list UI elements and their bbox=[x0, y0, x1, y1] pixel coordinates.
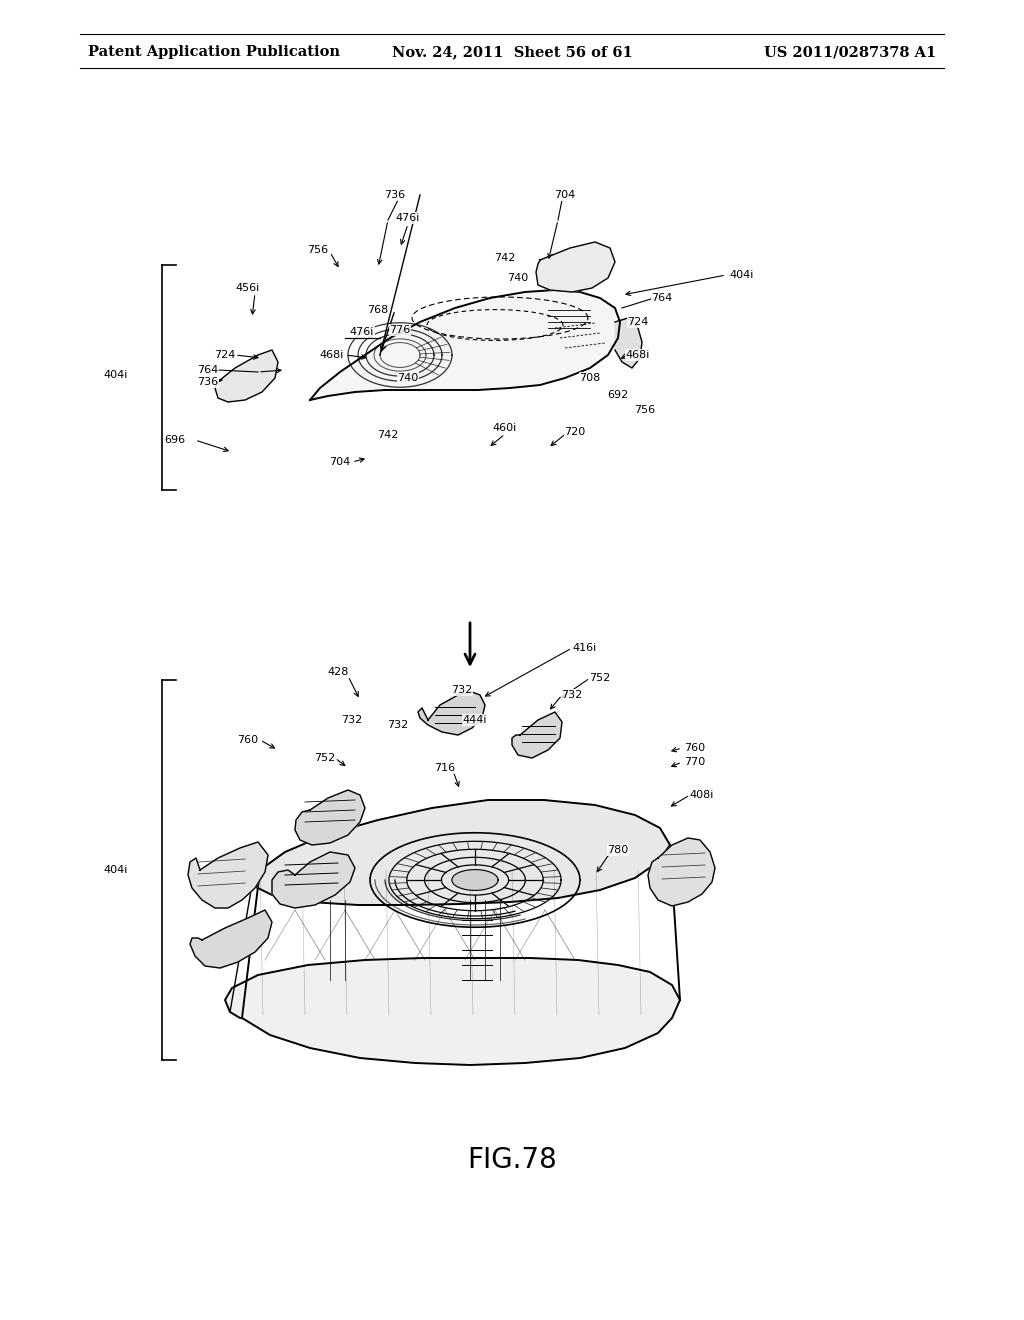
Text: 760: 760 bbox=[238, 735, 259, 744]
Text: 732: 732 bbox=[387, 719, 409, 730]
Text: 460i: 460i bbox=[493, 422, 517, 433]
Text: Patent Application Publication: Patent Application Publication bbox=[88, 45, 340, 59]
Text: 428: 428 bbox=[328, 667, 349, 677]
Text: 476i: 476i bbox=[350, 327, 374, 337]
Text: 770: 770 bbox=[684, 756, 706, 767]
Text: 408i: 408i bbox=[690, 789, 714, 800]
Text: US 2011/0287378 A1: US 2011/0287378 A1 bbox=[764, 45, 936, 59]
Text: 716: 716 bbox=[434, 763, 456, 774]
Polygon shape bbox=[188, 842, 268, 908]
Polygon shape bbox=[215, 350, 278, 403]
Text: 404i: 404i bbox=[730, 271, 755, 280]
Text: 724: 724 bbox=[628, 317, 648, 327]
Text: 764: 764 bbox=[198, 366, 219, 375]
Text: FIG.78: FIG.78 bbox=[467, 1146, 557, 1173]
Polygon shape bbox=[615, 318, 642, 368]
Text: 444i: 444i bbox=[463, 715, 487, 725]
Polygon shape bbox=[310, 290, 620, 400]
Text: 404i: 404i bbox=[103, 370, 128, 380]
Polygon shape bbox=[248, 800, 670, 906]
Polygon shape bbox=[295, 789, 365, 845]
Polygon shape bbox=[648, 838, 715, 906]
Text: 752: 752 bbox=[314, 752, 336, 763]
Polygon shape bbox=[512, 711, 562, 758]
Polygon shape bbox=[225, 958, 680, 1065]
Text: 732: 732 bbox=[452, 685, 473, 696]
Text: 768: 768 bbox=[368, 305, 389, 315]
Text: 776: 776 bbox=[389, 325, 411, 335]
Text: 704: 704 bbox=[554, 190, 575, 201]
Text: 742: 742 bbox=[495, 253, 516, 263]
Text: 742: 742 bbox=[377, 430, 398, 440]
Text: 740: 740 bbox=[507, 273, 528, 282]
Text: 696: 696 bbox=[165, 436, 185, 445]
Text: 780: 780 bbox=[607, 845, 629, 855]
Text: 692: 692 bbox=[607, 389, 629, 400]
Text: 732: 732 bbox=[561, 690, 583, 700]
Text: 732: 732 bbox=[341, 715, 362, 725]
Text: 720: 720 bbox=[564, 426, 586, 437]
Polygon shape bbox=[190, 909, 272, 968]
Text: 476i: 476i bbox=[396, 213, 420, 223]
Text: 756: 756 bbox=[307, 246, 329, 255]
Text: 740: 740 bbox=[397, 374, 419, 383]
Polygon shape bbox=[418, 692, 485, 735]
Text: 708: 708 bbox=[580, 374, 601, 383]
Text: 468i: 468i bbox=[319, 350, 344, 360]
Text: Nov. 24, 2011  Sheet 56 of 61: Nov. 24, 2011 Sheet 56 of 61 bbox=[391, 45, 633, 59]
Text: 724: 724 bbox=[214, 350, 236, 360]
Polygon shape bbox=[272, 851, 355, 908]
Text: 404i: 404i bbox=[103, 865, 128, 875]
Text: 416i: 416i bbox=[572, 643, 597, 653]
Text: 756: 756 bbox=[635, 405, 655, 414]
Text: 760: 760 bbox=[684, 743, 706, 752]
Text: 736: 736 bbox=[384, 190, 406, 201]
Polygon shape bbox=[536, 242, 615, 292]
Text: 456i: 456i bbox=[236, 282, 260, 293]
Text: 752: 752 bbox=[590, 673, 610, 682]
Text: 468i: 468i bbox=[626, 350, 650, 360]
Text: 704: 704 bbox=[330, 457, 350, 467]
Text: 764: 764 bbox=[651, 293, 673, 304]
Text: 736: 736 bbox=[198, 378, 218, 387]
Polygon shape bbox=[452, 870, 498, 891]
